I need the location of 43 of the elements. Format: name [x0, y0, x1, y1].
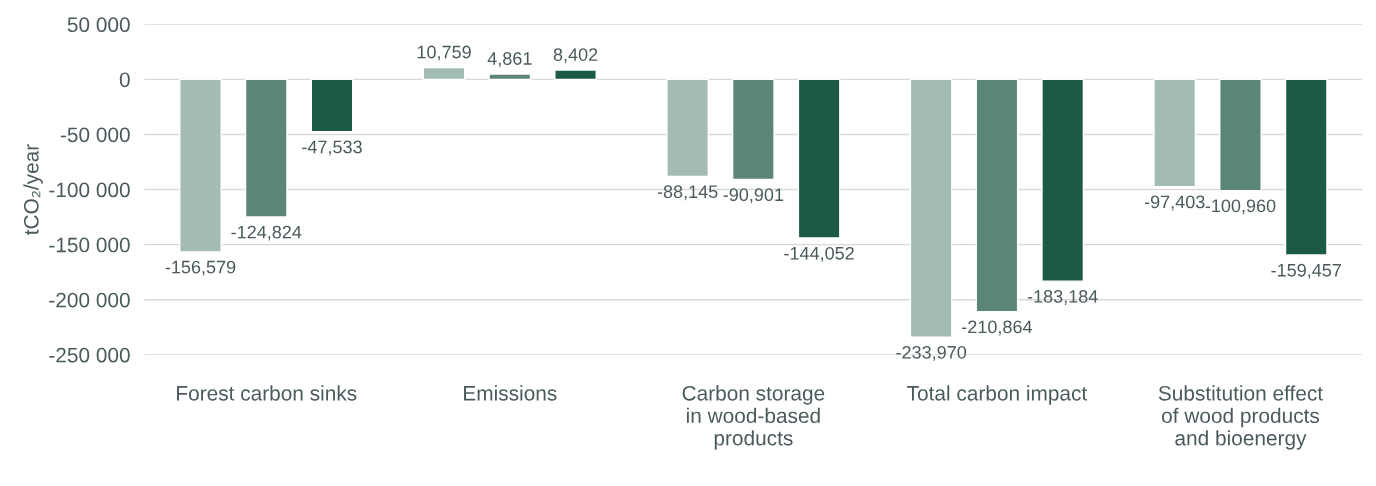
data-label: -100,960 [1205, 199, 1276, 215]
y-tick-label: 50 000 [67, 17, 130, 33]
bar [488, 73, 532, 81]
bar [244, 78, 288, 218]
y-tick-label: -50 000 [60, 127, 130, 143]
data-label: -156,579 [165, 260, 236, 276]
bar [1284, 78, 1328, 256]
bar [310, 78, 354, 133]
data-label: 10,759 [417, 45, 471, 61]
data-label: -88,145 [657, 185, 718, 201]
bar [797, 78, 841, 239]
bar [179, 78, 222, 253]
y-tick-label: 0 [119, 72, 130, 88]
x-tick-label: Carbon storage in wood-based products [682, 385, 825, 450]
data-label: -124,824 [231, 225, 302, 241]
y-tick-label: -200 000 [49, 292, 130, 308]
data-label: -159,457 [1271, 263, 1341, 279]
data-label: -90,901 [723, 188, 784, 204]
data-label: 4,861 [487, 52, 532, 68]
x-tick-label: Substitution effect of wood products and bioenergy [1158, 385, 1323, 450]
data-label: -144,052 [784, 246, 854, 262]
y-axis-title: tCO₂/year [23, 144, 43, 235]
x-tick-label: Total carbon impact [907, 385, 1088, 405]
bar [909, 78, 953, 338]
bar [1153, 78, 1197, 188]
x-tick-label: Forest carbon sinks [177, 385, 357, 401]
bar [554, 69, 597, 81]
bar [975, 78, 1019, 313]
bar [731, 78, 775, 181]
data-label: -233,970 [896, 345, 967, 361]
data-label: -183,184 [1027, 289, 1098, 305]
data-label: 8,402 [553, 48, 598, 64]
data-label: -97,403 [1144, 195, 1205, 211]
bar [666, 78, 709, 178]
bar [422, 66, 466, 81]
bar [1041, 78, 1085, 282]
y-tick-label: -250 000 [49, 347, 130, 363]
x-tick-label: Emissions [464, 385, 557, 401]
data-label: -47,533 [302, 140, 362, 156]
y-tick-label: -150 000 [49, 237, 130, 253]
data-label: -210,864 [962, 320, 1033, 336]
y-tick-label: -100 000 [49, 182, 130, 198]
bar [1219, 78, 1262, 192]
